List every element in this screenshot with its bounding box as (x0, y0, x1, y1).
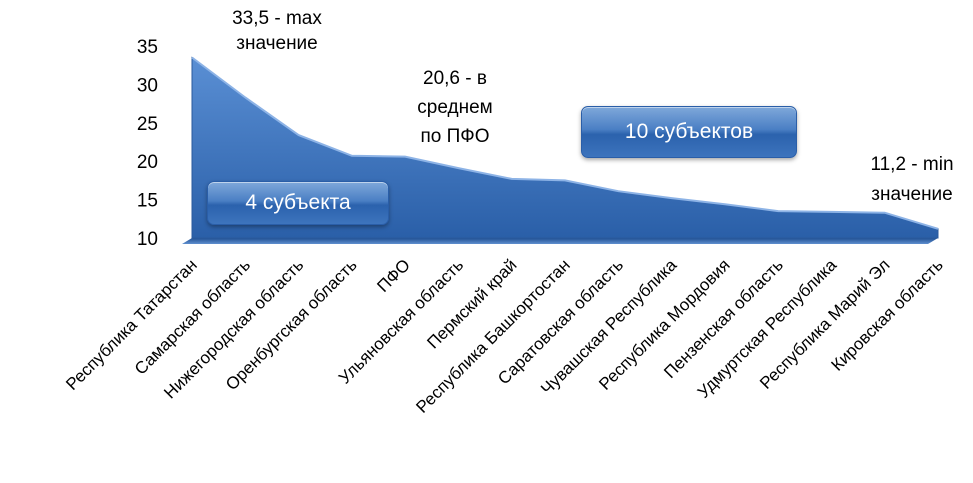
y-tick-label: 10 (137, 229, 158, 250)
min-annotation-line2: значение (871, 184, 953, 205)
y-tick-label: 20 (137, 152, 158, 173)
average-annotation-line3: по ПФО (420, 126, 490, 147)
average-annotation-line2: среднем (417, 97, 493, 118)
average-annotation-line1: 20,6 - в (423, 68, 487, 89)
min-annotation: 11,2 - min значение (853, 150, 971, 210)
y-tick-label: 30 (137, 75, 158, 96)
max-annotation: 33,5 - max значение (212, 6, 342, 56)
max-annotation-line1: 33,5 - max (232, 8, 322, 29)
x-tick-label: ПФО (373, 255, 414, 296)
area-base (182, 238, 938, 244)
min-annotation-line1: 11,2 - min (870, 154, 954, 175)
max-annotation-line2: значение (236, 33, 318, 54)
area-series-edge (191, 56, 939, 230)
y-tick-label: 15 (137, 191, 158, 212)
badge-10-subjects: 10 субъектов (581, 106, 797, 158)
badge-4-subjects: 4 субъекта (207, 181, 389, 225)
y-axis: 10 15 20 25 30 35 (137, 37, 158, 250)
average-annotation: 20,6 - в среднем по ПФО (395, 64, 515, 151)
y-tick-label: 35 (137, 37, 158, 58)
y-tick-label: 25 (137, 114, 158, 135)
